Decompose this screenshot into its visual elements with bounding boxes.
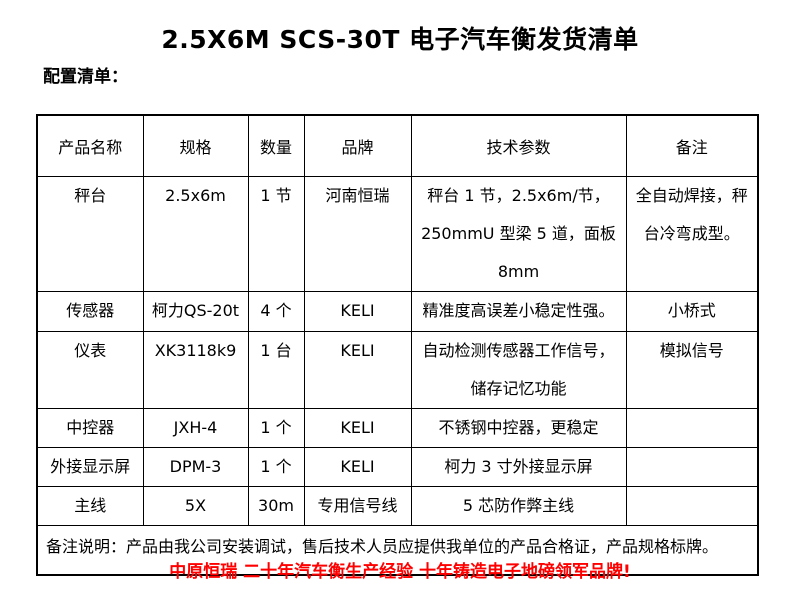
table-row-sensor: 传感器 柯力QS-20t 4 个 KELI 精准度高误差小稳定性强。 小桥式 [36, 291, 759, 332]
table-cell: 模拟信号 [625, 331, 759, 409]
table-cell: 外接显示屏 [36, 447, 144, 487]
spec-table: 产品名称 规格 数量 品牌 技术参数 备注 秤台 2.5x6m 1 节 河南恒瑞… [36, 114, 759, 576]
table-cell: KELI [303, 291, 412, 332]
table-cell [625, 486, 759, 526]
table-cell: XK3118k9 [142, 331, 249, 409]
table-cell: KELI [303, 447, 412, 487]
table-cell: 1 节 [247, 176, 305, 292]
col-header-product: 产品名称 [36, 114, 144, 177]
table-row-main-cable: 主线 5X 30m 专用信号线 5 芯防作弊主线 [36, 486, 759, 526]
col-header-spec: 规格 [142, 114, 249, 177]
table-row-junction-box: 中控器 JXH-4 1 个 KELI 不锈钢中控器，更稳定 [36, 408, 759, 448]
table-row-external-display: 外接显示屏 DPM-3 1 个 KELI 柯力 3 寸外接显示屏 [36, 447, 759, 487]
table-cell: 秤台 [36, 176, 144, 292]
table-cell: 中控器 [36, 408, 144, 448]
table-cell [625, 447, 759, 487]
table-cell: 仪表 [36, 331, 144, 409]
table-cell: 河南恒瑞 [303, 176, 412, 292]
table-cell: 小桥式 [625, 291, 759, 332]
col-header-qty: 数量 [247, 114, 305, 177]
table-cell: JXH-4 [142, 408, 249, 448]
table-cell: 1 台 [247, 331, 305, 409]
table-cell: 精准度高误差小稳定性强。 [410, 291, 627, 332]
table-row-indicator: 仪表 XK3118k9 1 台 KELI 自动检测传感器工作信号， 储存记忆功能… [36, 331, 759, 409]
config-list-label: 配置清单： [43, 67, 128, 87]
table-cell: 5X [142, 486, 249, 526]
table-row-weighing-platform: 秤台 2.5x6m 1 节 河南恒瑞 秤台 1 节，2.5x6m/节， 250m… [36, 176, 759, 292]
table-cell: 柯力 3 寸外接显示屏 [410, 447, 627, 487]
table-cell: 30m [247, 486, 305, 526]
table-cell: 主线 [36, 486, 144, 526]
table-cell [625, 408, 759, 448]
table-cell: 5 芯防作弊主线 [410, 486, 627, 526]
table-cell: KELI [303, 331, 412, 409]
table-cell: 全自动焊接，秤 台冷弯成型。 [625, 176, 759, 292]
col-header-brand: 品牌 [303, 114, 412, 177]
footer-note: 备注说明：产品由我公司安装调试，售后技术人员应提供我单位的产品合格证，产品规格标… [36, 525, 759, 576]
table-cell: 柯力QS-20t [142, 291, 249, 332]
col-header-tech-params: 技术参数 [410, 114, 627, 177]
table-cell: 1 个 [247, 408, 305, 448]
table-cell: 传感器 [36, 291, 144, 332]
col-header-remark: 备注 [625, 114, 759, 177]
table-cell: 4 个 [247, 291, 305, 332]
table-cell: 2.5x6m [142, 176, 249, 292]
table-footer-note-row: 备注说明：产品由我公司安装调试，售后技术人员应提供我单位的产品合格证，产品规格标… [36, 525, 759, 576]
table-cell: 不锈钢中控器，更稳定 [410, 408, 627, 448]
table-cell: KELI [303, 408, 412, 448]
table-cell: DPM-3 [142, 447, 249, 487]
brand-slogan: 中原恒瑞 二十年汽车衡生产经验 十年铸造电子地磅领军品牌! [169, 562, 631, 582]
page-title: 2.5X6M SCS-30T 电子汽车衡发货清单 [161, 25, 639, 54]
table-cell: 秤台 1 节，2.5x6m/节， 250mmU 型梁 5 道，面板 8mm [410, 176, 627, 292]
table-cell: 1 个 [247, 447, 305, 487]
table-cell: 专用信号线 [303, 486, 412, 526]
table-header-row: 产品名称 规格 数量 品牌 技术参数 备注 [36, 114, 759, 177]
table-cell: 自动检测传感器工作信号， 储存记忆功能 [410, 331, 627, 409]
